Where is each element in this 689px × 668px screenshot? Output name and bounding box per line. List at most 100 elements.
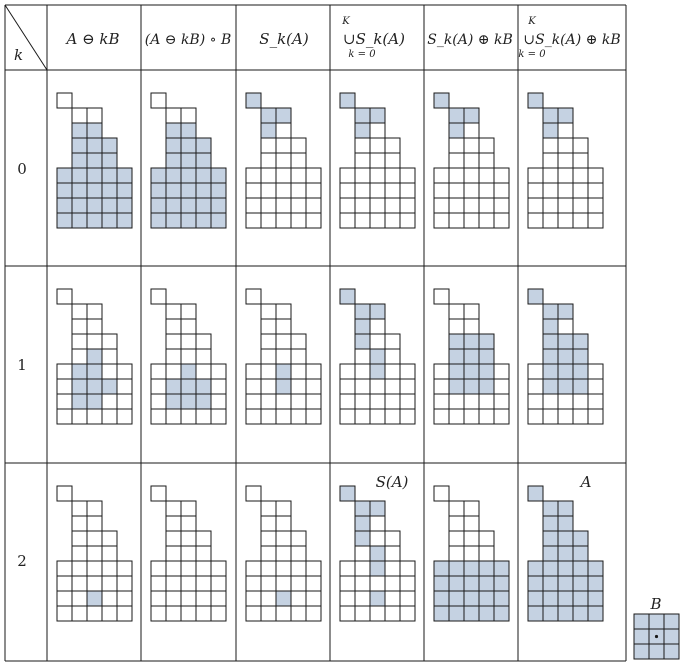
- pixel-empty: [56, 575, 73, 592]
- pixel-filled: [101, 378, 118, 395]
- pixel-empty: [86, 318, 103, 335]
- pixel-empty: [150, 92, 167, 109]
- pixel-empty: [260, 500, 277, 517]
- panel-k1-erosion: [56, 288, 133, 425]
- pixel-empty: [101, 408, 118, 425]
- pixel-empty: [260, 515, 277, 532]
- pixel-empty: [587, 378, 604, 395]
- pixel-filled: [71, 363, 88, 380]
- pixel-empty: [180, 318, 197, 335]
- pixel-empty: [116, 363, 133, 380]
- pixel-empty: [210, 393, 227, 410]
- pixel-filled: [354, 122, 371, 139]
- pixel-filled: [195, 137, 212, 154]
- pixel-filled: [433, 575, 450, 592]
- header-union-skeleton-bottom: k = 0: [348, 49, 376, 60]
- corner-diagonal: [4, 4, 48, 71]
- pixel-empty: [493, 212, 510, 229]
- pixel-filled: [572, 575, 589, 592]
- pixel-empty: [399, 167, 416, 184]
- pixel-empty: [101, 530, 118, 547]
- pixel-empty: [339, 590, 356, 607]
- pixel-filled: [478, 378, 495, 395]
- pixel-empty: [557, 167, 574, 184]
- pixel-filled: [354, 318, 371, 335]
- pixel-empty: [433, 363, 450, 380]
- pixel-empty: [165, 500, 182, 517]
- pixel-empty: [354, 137, 371, 154]
- pixel-empty: [305, 605, 322, 622]
- pixel-empty: [71, 107, 88, 124]
- panel-k2-erosion: [56, 485, 133, 622]
- pixel-filled: [354, 500, 371, 517]
- pixel-empty: [339, 167, 356, 184]
- pixel-filled: [493, 605, 510, 622]
- panel-k1-skeleton_dilated: [433, 288, 510, 425]
- pixel-empty: [384, 545, 401, 562]
- pixel-empty: [587, 212, 604, 229]
- pixel-empty: [275, 348, 292, 365]
- pixel-filled: [542, 318, 559, 335]
- pixel-empty: [290, 212, 307, 229]
- pixel-empty: [245, 560, 262, 577]
- pixel-empty: [587, 408, 604, 425]
- header-union-skeleton-top: K: [341, 16, 350, 27]
- pixel-filled: [180, 393, 197, 410]
- pixel-empty: [260, 378, 277, 395]
- pixel-empty: [572, 167, 589, 184]
- pixel-empty: [56, 92, 73, 109]
- pixel-filled: [448, 605, 465, 622]
- pixel-empty: [56, 408, 73, 425]
- pixel-empty: [245, 575, 262, 592]
- pixel-empty: [150, 485, 167, 502]
- pixel-empty: [56, 485, 73, 502]
- pixel-empty: [478, 167, 495, 184]
- pixel-empty: [384, 590, 401, 607]
- pixel-empty: [542, 152, 559, 169]
- pixel-empty: [399, 378, 416, 395]
- pixel-empty: [369, 333, 386, 350]
- pixel-empty: [260, 560, 277, 577]
- structuring-element-pixel: [663, 643, 680, 660]
- row-label-0: 0: [17, 160, 27, 178]
- structuring-element-pixel: [633, 628, 650, 645]
- pixel-filled: [165, 167, 182, 184]
- pixel-empty: [339, 605, 356, 622]
- pixel-empty: [339, 408, 356, 425]
- pixel-empty: [448, 152, 465, 169]
- pixel-empty: [463, 530, 480, 547]
- pixel-empty: [275, 137, 292, 154]
- pixel-empty: [150, 560, 167, 577]
- pixel-empty: [493, 408, 510, 425]
- pixel-empty: [56, 393, 73, 410]
- panel-k0-skeleton_subset: [245, 92, 322, 229]
- structuring-element-pixel: [648, 613, 665, 630]
- pixel-filled: [433, 605, 450, 622]
- pixel-empty: [463, 500, 480, 517]
- pixel-empty: [245, 378, 262, 395]
- pixel-empty: [557, 408, 574, 425]
- pixel-empty: [56, 363, 73, 380]
- pixel-empty: [448, 137, 465, 154]
- pixel-empty: [463, 137, 480, 154]
- pixel-empty: [260, 530, 277, 547]
- pixel-empty: [369, 212, 386, 229]
- pixel-empty: [260, 303, 277, 320]
- pixel-empty: [572, 182, 589, 199]
- pixel-empty: [463, 318, 480, 335]
- pixel-empty: [305, 197, 322, 214]
- pixel-empty: [150, 605, 167, 622]
- pixel-filled: [478, 363, 495, 380]
- pixel-empty: [463, 122, 480, 139]
- pixel-empty: [339, 560, 356, 577]
- table-frame: [4, 4, 627, 662]
- pixel-empty: [354, 605, 371, 622]
- pixel-empty: [290, 408, 307, 425]
- pixel-filled: [86, 182, 103, 199]
- pixel-empty: [305, 363, 322, 380]
- pixel-empty: [275, 515, 292, 532]
- pixel-filled: [448, 333, 465, 350]
- pixel-empty: [384, 393, 401, 410]
- pixel-empty: [433, 378, 450, 395]
- pixel-empty: [290, 560, 307, 577]
